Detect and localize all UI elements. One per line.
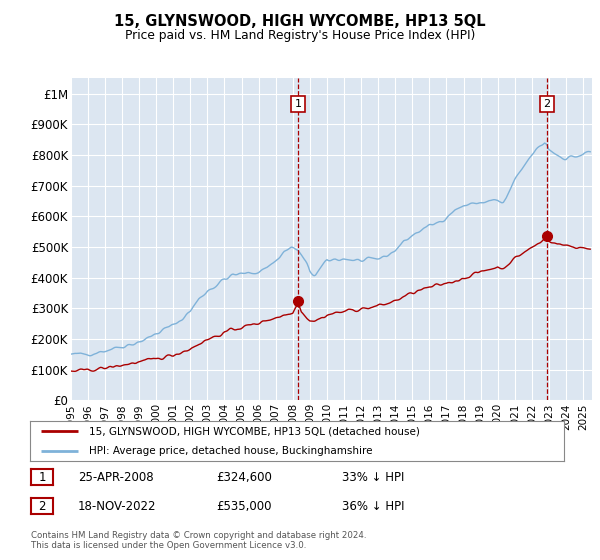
Text: 33% ↓ HPI: 33% ↓ HPI [342, 470, 404, 484]
Text: 18-NOV-2022: 18-NOV-2022 [78, 500, 157, 513]
Text: 1: 1 [38, 470, 46, 484]
Text: 36% ↓ HPI: 36% ↓ HPI [342, 500, 404, 513]
Text: 2: 2 [543, 99, 550, 109]
Text: 25-APR-2008: 25-APR-2008 [78, 470, 154, 484]
Text: 2: 2 [38, 500, 46, 513]
Text: HPI: Average price, detached house, Buckinghamshire: HPI: Average price, detached house, Buck… [89, 446, 372, 456]
Text: Price paid vs. HM Land Registry's House Price Index (HPI): Price paid vs. HM Land Registry's House … [125, 29, 475, 42]
Text: 1: 1 [295, 99, 302, 109]
Text: £324,600: £324,600 [216, 470, 272, 484]
Text: 15, GLYNSWOOD, HIGH WYCOMBE, HP13 5QL: 15, GLYNSWOOD, HIGH WYCOMBE, HP13 5QL [114, 14, 486, 29]
Text: Contains HM Land Registry data © Crown copyright and database right 2024.
This d: Contains HM Land Registry data © Crown c… [31, 531, 367, 550]
Text: £535,000: £535,000 [216, 500, 271, 513]
Text: 15, GLYNSWOOD, HIGH WYCOMBE, HP13 5QL (detached house): 15, GLYNSWOOD, HIGH WYCOMBE, HP13 5QL (d… [89, 426, 419, 436]
